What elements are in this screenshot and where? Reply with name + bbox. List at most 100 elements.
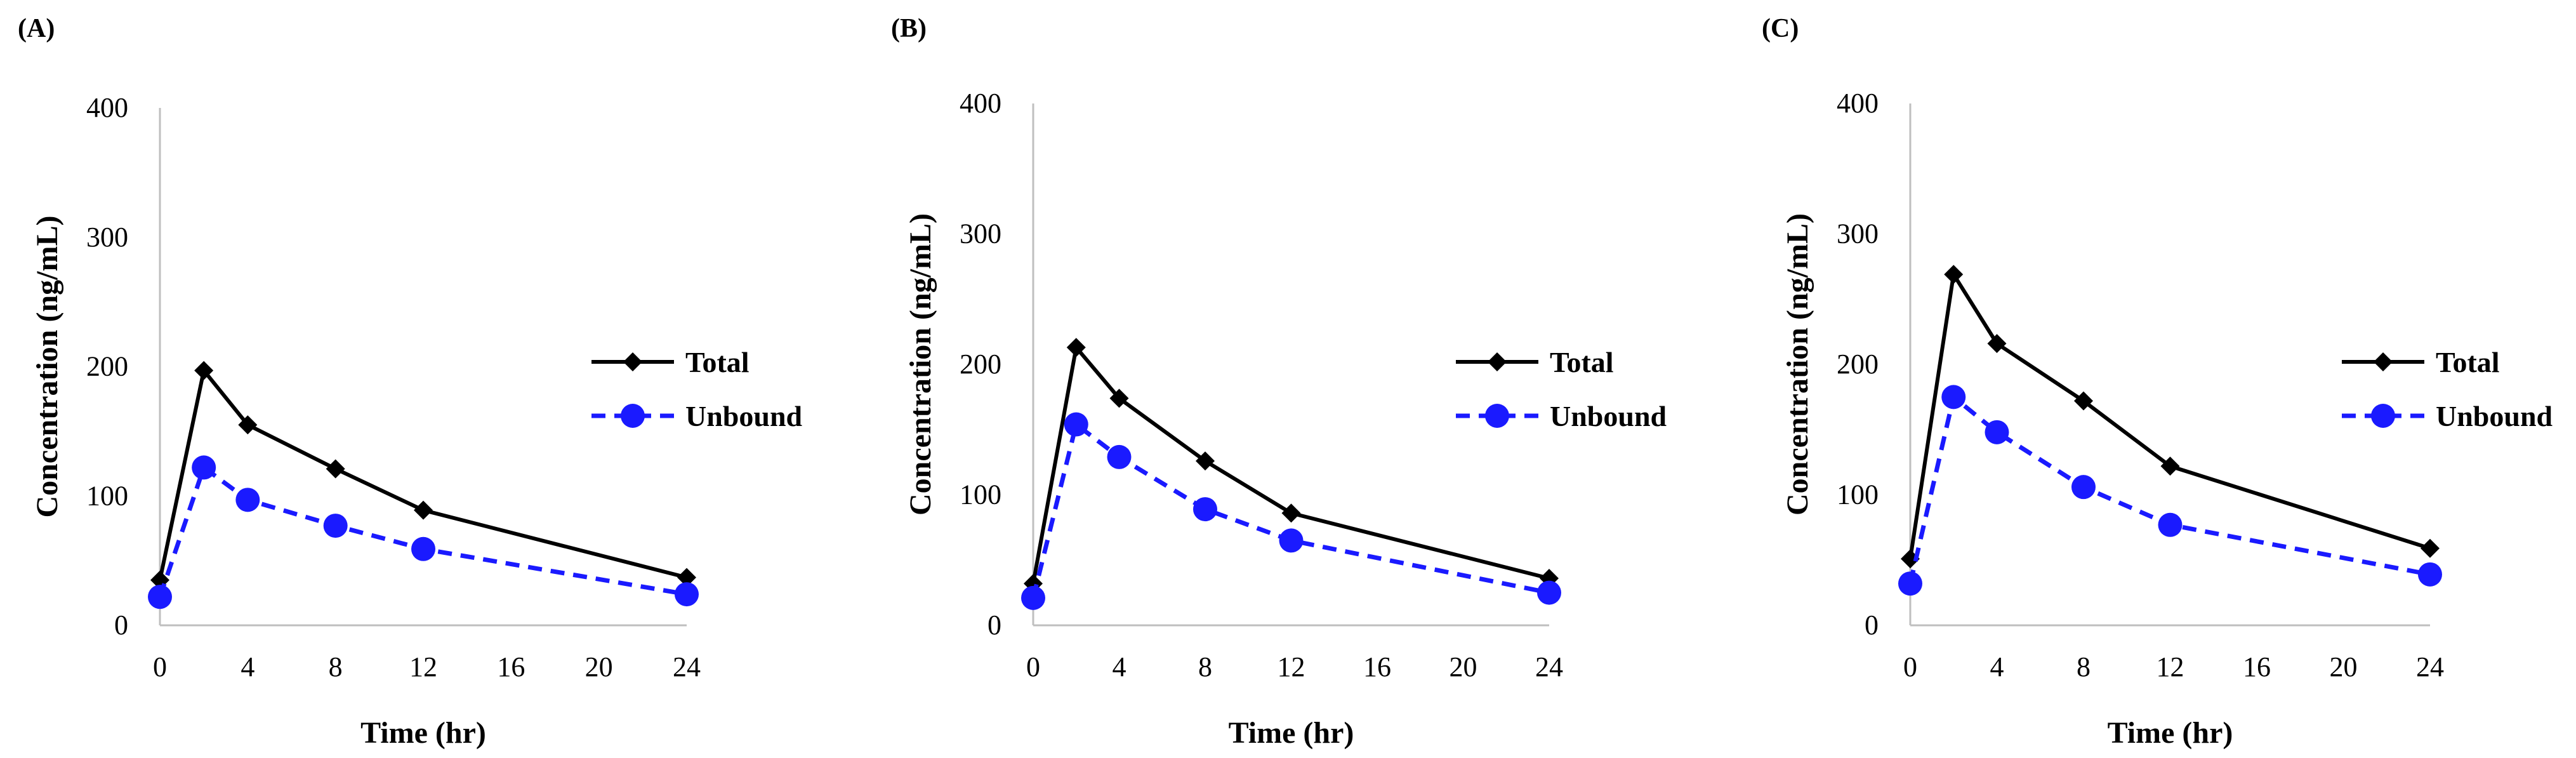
x-tick-label: 8 <box>2077 651 2091 682</box>
x-tick-label: 8 <box>1198 651 1212 682</box>
legend-marker <box>623 352 642 371</box>
chart-panel-2: (B) 0 100 200 300 400 0 4 8 12 16 20 24 Time (hr) Conc… <box>891 14 1667 750</box>
series-unbound <box>1021 412 1561 610</box>
data-point-marker <box>414 500 433 520</box>
y-tick-label: 100 <box>86 480 128 511</box>
legend-label: Unbound <box>1550 400 1667 432</box>
x-tick-label: 16 <box>2243 651 2271 682</box>
y-tick-label: 400 <box>960 88 1001 119</box>
series-line <box>1908 394 2431 585</box>
x-tick-label: 12 <box>2157 651 2184 682</box>
data-point-marker <box>1898 571 1922 596</box>
x-tick-label: 12 <box>1278 651 1305 682</box>
data-point-marker <box>1196 451 1215 471</box>
series-unbound <box>148 455 699 609</box>
legend-marker <box>2371 404 2395 428</box>
y-tick-label: 200 <box>960 349 1001 380</box>
x-tick-label: 8 <box>329 651 343 682</box>
legend-marker <box>2374 352 2393 371</box>
x-tick-label: 16 <box>497 651 525 682</box>
series-total <box>1024 338 1559 594</box>
y-tick-label: 300 <box>960 218 1001 249</box>
x-tick-label: 16 <box>1363 651 1391 682</box>
data-point-marker <box>2071 475 2096 500</box>
y-tick-label: 300 <box>1837 218 1879 249</box>
x-tick-label: 4 <box>1113 651 1126 682</box>
legend-label: Total <box>685 346 750 378</box>
panel-label: (A) <box>18 14 55 43</box>
y-tick-label: 0 <box>114 609 128 641</box>
data-point-marker <box>2421 538 2440 558</box>
legend-label: Unbound <box>2436 400 2553 432</box>
x-tick-label: 20 <box>585 651 613 682</box>
x-tick-label: 0 <box>1903 651 1917 682</box>
data-point-marker <box>1281 503 1301 523</box>
y-axis-label: Concentration (ng/mL) <box>1781 213 1814 515</box>
data-point-marker <box>194 361 214 380</box>
chart-panel-3: (C) 0 100 200 300 400 0 4 8 12 16 20 24 Time (hr) Conc… <box>1762 14 2553 750</box>
data-point-marker <box>1985 420 2009 444</box>
data-point-marker <box>1944 265 1964 284</box>
y-tick-label: 100 <box>960 479 1001 510</box>
data-point-marker <box>1109 389 1129 408</box>
data-point-marker <box>675 582 699 607</box>
legend-label: Total <box>1550 346 1614 378</box>
data-point-marker <box>411 536 435 561</box>
y-tick-label: 200 <box>86 351 128 382</box>
x-tick-label: 24 <box>673 651 701 682</box>
series-line <box>1031 422 1550 599</box>
x-axis-label: Time (hr) <box>2108 716 2233 750</box>
data-point-marker <box>2158 512 2183 537</box>
data-point-marker <box>1537 580 1561 605</box>
data-point-marker <box>323 514 348 538</box>
data-point-marker <box>235 488 260 512</box>
x-axis-label: Time (hr) <box>1229 716 1354 750</box>
y-tick-label: 200 <box>1837 349 1879 380</box>
series-line <box>158 368 687 581</box>
data-point-marker <box>2418 562 2442 587</box>
x-tick-label: 4 <box>1990 651 2004 682</box>
x-tick-label: 0 <box>1026 651 1040 682</box>
series-total <box>1901 265 2440 569</box>
legend-marker <box>1485 404 1509 428</box>
y-tick-label: 0 <box>1865 609 1879 641</box>
x-tick-label: 0 <box>153 651 167 682</box>
x-tick-label: 12 <box>409 651 437 682</box>
data-point-marker <box>1107 444 1132 469</box>
y-tick-label: 300 <box>86 222 128 253</box>
x-axis-label: Time (hr) <box>360 716 486 750</box>
data-point-marker <box>2160 456 2180 476</box>
legend-label: Unbound <box>685 400 803 432</box>
y-axis-label: Concentration (ng/mL) <box>904 213 937 515</box>
series-unbound <box>1898 385 2442 596</box>
x-tick-label: 24 <box>2416 651 2444 682</box>
series-line <box>1031 345 1550 584</box>
data-point-marker <box>238 415 258 435</box>
data-point-marker <box>326 459 345 479</box>
y-tick-label: 100 <box>1837 479 1879 510</box>
data-point-marker <box>2074 391 2093 411</box>
y-tick-label: 400 <box>1837 88 1879 119</box>
x-tick-label: 4 <box>241 651 254 682</box>
series-line <box>157 465 687 598</box>
legend-label: Total <box>2436 346 2500 378</box>
chart-panel-1: (A) 0 100 200 300 400 0 4 8 12 16 20 24 Time (hr) Conc… <box>18 14 803 750</box>
legend-marker <box>621 404 645 428</box>
series-line <box>1908 272 2431 559</box>
panel-label: (C) <box>1762 14 1799 43</box>
data-point-marker <box>1279 528 1304 553</box>
data-point-marker <box>1987 334 2007 354</box>
y-tick-label: 400 <box>86 92 128 123</box>
panel-label: (B) <box>891 14 927 43</box>
legend-marker <box>1488 352 1507 371</box>
x-tick-label: 20 <box>1450 651 1477 682</box>
data-point-marker <box>1941 385 1966 409</box>
data-point-marker <box>677 568 696 587</box>
data-point-marker <box>148 585 172 609</box>
data-point-marker <box>1066 338 1086 357</box>
data-point-marker <box>1193 497 1217 522</box>
y-tick-label: 0 <box>987 609 1001 641</box>
data-point-marker <box>1021 585 1045 610</box>
data-point-marker <box>1064 412 1088 437</box>
